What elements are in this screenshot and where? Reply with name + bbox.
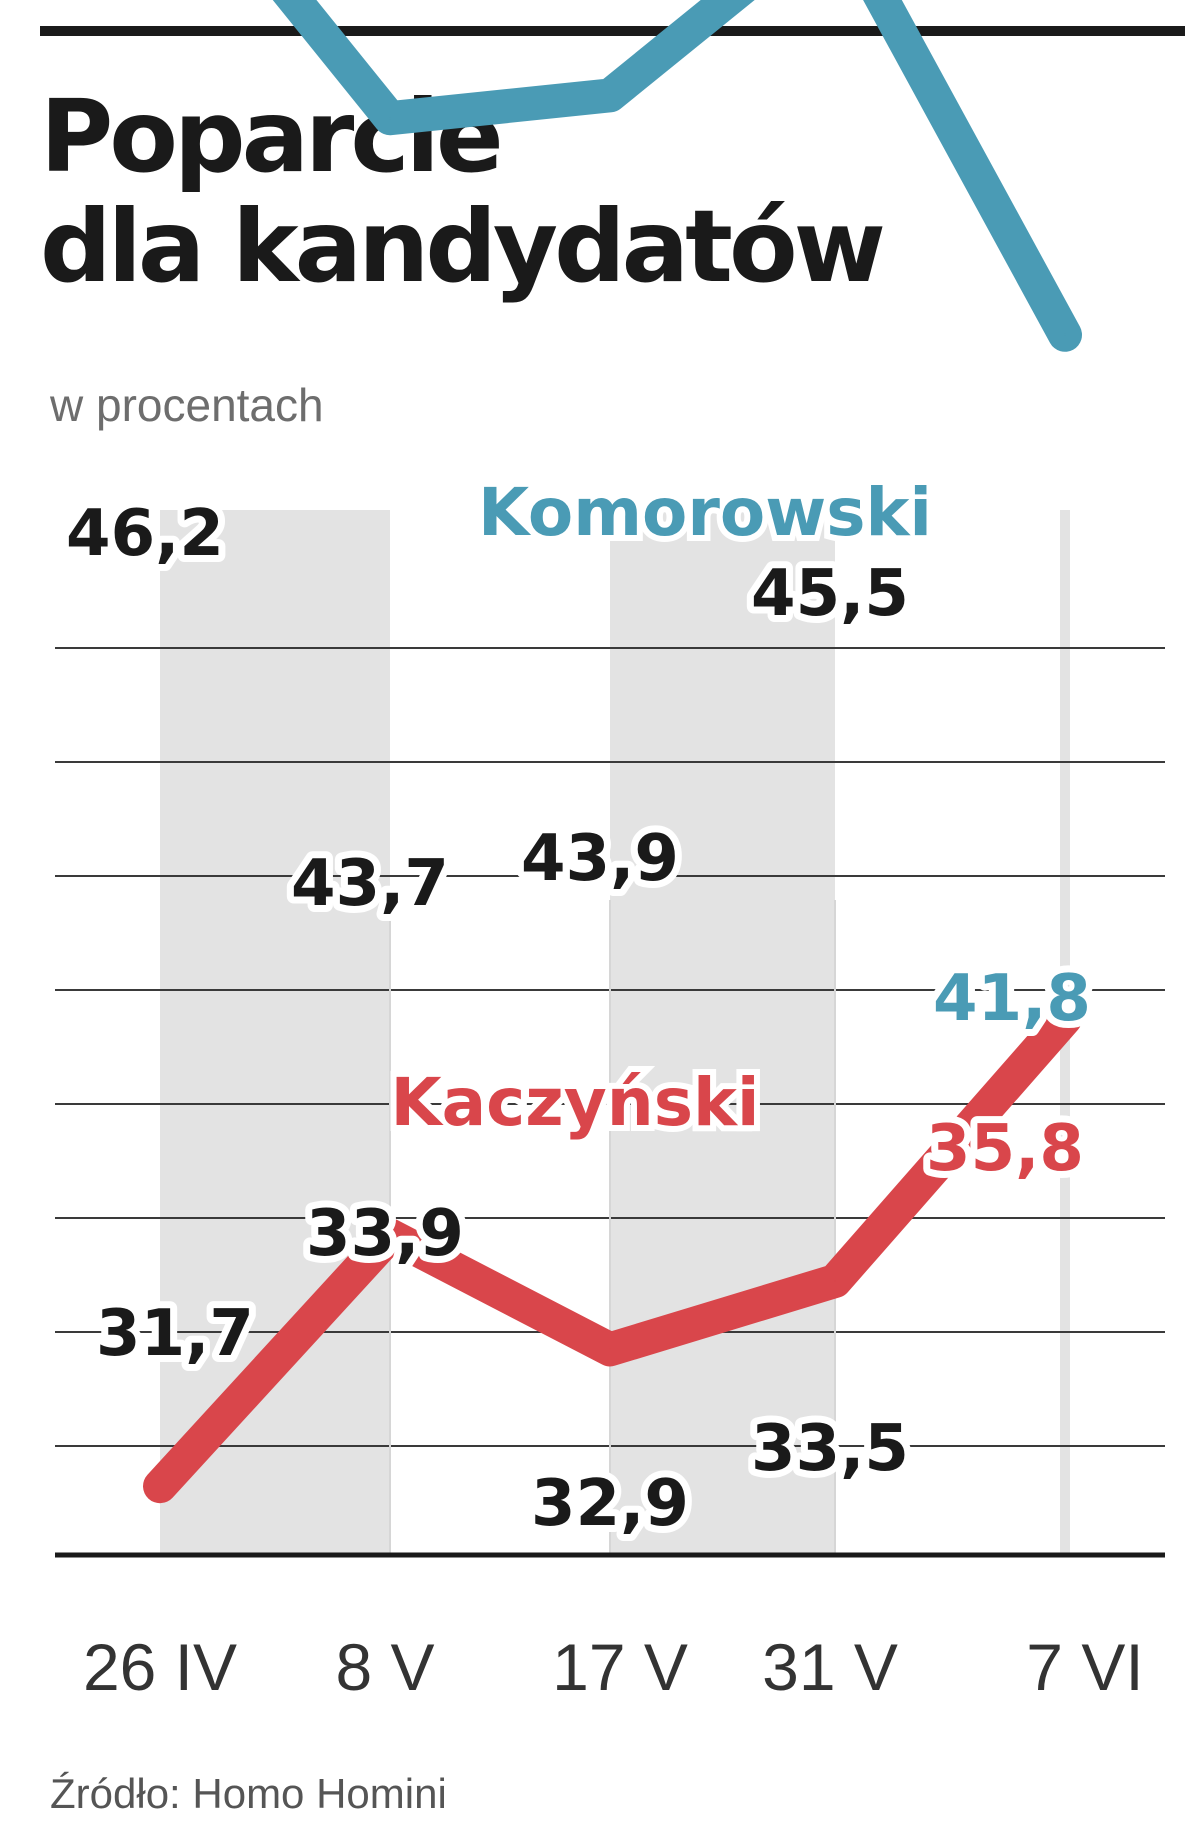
title-line-2: dla kandydatów <box>40 188 886 305</box>
data-point-kaczynski <box>389 1234 391 1237</box>
data-point-kaczynski <box>159 1485 161 1488</box>
x-tick-label: 26 IV <box>83 1630 237 1704</box>
value-label: 32,9 <box>531 1467 689 1541</box>
series-names: Komorowski Kaczyński <box>384 468 938 1147</box>
value-labels: 46,2 43,7 43,9 45,5 41,8 31,7 33,9 32,9 33,5 35,8 <box>59 490 1098 1548</box>
value-label: 45,5 <box>751 557 909 631</box>
value-label: 31,7 <box>96 1297 254 1371</box>
x-tick-label: 7 VI <box>1026 1630 1143 1704</box>
data-point-kaczynski <box>834 1280 836 1282</box>
x-tick-label: 31 V <box>762 1630 898 1704</box>
top-rule <box>40 26 1185 36</box>
value-label: 46,2 <box>66 497 224 571</box>
shaded-band-1 <box>160 510 390 1555</box>
series-line-komorowski <box>272 0 1082 352</box>
data-point-komorowski <box>389 117 391 120</box>
data-point-kaczynski <box>1064 1017 1066 1020</box>
gridlines <box>55 647 1165 1555</box>
x-tick-label: 8 V <box>335 1630 434 1704</box>
chart-title: Poparcie dla kandydatów <box>40 82 886 305</box>
value-label: 43,7 <box>291 847 449 921</box>
data-point-kaczynski <box>609 1348 611 1351</box>
series-name-komorowski: Komorowski <box>478 474 932 551</box>
value-label: 35,8 <box>926 1112 1084 1186</box>
source-note: Źródło: Homo Homini <box>50 1770 447 1817</box>
value-label: 41,8 <box>933 962 1091 1036</box>
series-lines <box>143 0 1082 1504</box>
x-axis: 26 IV 8 V 17 V 31 V 7 VI <box>55 1552 1165 1704</box>
chart-subtitle: w procentach <box>50 379 324 431</box>
value-label: 43,9 <box>521 822 679 896</box>
x-tick-label: 17 V <box>552 1630 688 1704</box>
data-point-komorowski <box>1064 333 1066 336</box>
data-point-komorowski <box>609 94 611 97</box>
shaded-band-2 <box>610 510 835 1555</box>
value-label: 33,9 <box>306 1197 464 1271</box>
value-label: 33,5 <box>751 1412 909 1486</box>
series-name-kaczynski: Kaczyński <box>390 1064 759 1141</box>
